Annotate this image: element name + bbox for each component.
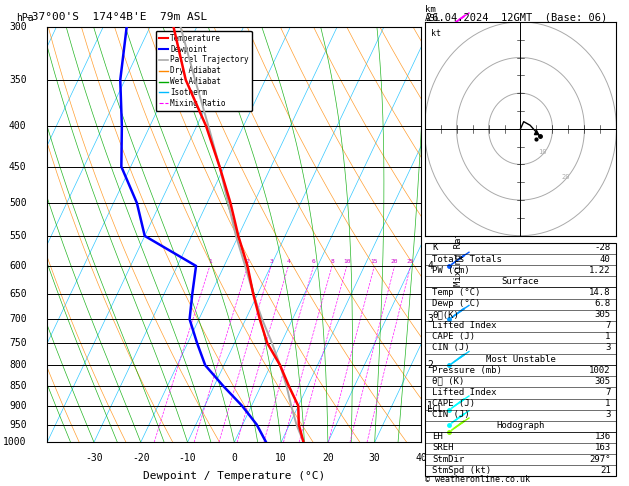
Text: θᴇ(K): θᴇ(K) [432, 310, 459, 319]
Text: 3: 3 [427, 314, 433, 324]
Text: 14.8: 14.8 [589, 288, 611, 297]
Text: Pressure (mb): Pressure (mb) [432, 365, 502, 375]
Text: 25: 25 [407, 259, 415, 264]
Text: 26.04.2024  12GMT  (Base: 06): 26.04.2024 12GMT (Base: 06) [426, 12, 607, 22]
Text: 8: 8 [427, 75, 433, 85]
Text: Surface: Surface [502, 277, 539, 286]
Text: 5: 5 [427, 198, 433, 208]
Text: Most Unstable: Most Unstable [486, 355, 555, 364]
Text: 7: 7 [605, 388, 611, 397]
Text: 350: 350 [9, 75, 26, 85]
Text: 850: 850 [9, 381, 26, 391]
Text: -28: -28 [594, 243, 611, 252]
Text: 3: 3 [605, 410, 611, 419]
Text: 40: 40 [600, 255, 611, 263]
Text: 1.22: 1.22 [589, 266, 611, 275]
Text: K: K [432, 243, 438, 252]
Text: 10: 10 [276, 452, 287, 463]
Text: 297°: 297° [589, 454, 611, 464]
Text: © weatheronline.co.uk: © weatheronline.co.uk [425, 474, 530, 484]
Text: 136: 136 [594, 433, 611, 441]
Text: CIN (J): CIN (J) [432, 410, 470, 419]
Text: 0: 0 [231, 452, 237, 463]
Text: km
ASL: km ASL [425, 5, 442, 22]
Text: 300: 300 [9, 22, 26, 32]
Text: -37°00'S  174°4B'E  79m ASL: -37°00'S 174°4B'E 79m ASL [25, 12, 208, 22]
Text: 6.8: 6.8 [594, 299, 611, 308]
Text: 20: 20 [322, 452, 334, 463]
Text: 6: 6 [427, 162, 433, 172]
Text: -20: -20 [132, 452, 150, 463]
Text: 21: 21 [600, 466, 611, 475]
Text: 3: 3 [269, 259, 273, 264]
Text: CAPE (J): CAPE (J) [432, 332, 476, 341]
Text: -30: -30 [85, 452, 103, 463]
Text: 3: 3 [605, 344, 611, 352]
Text: EH: EH [432, 433, 443, 441]
Text: 7: 7 [605, 321, 611, 330]
Text: 10: 10 [343, 259, 350, 264]
Text: Lifted Index: Lifted Index [432, 388, 497, 397]
Text: 10: 10 [538, 149, 547, 155]
Text: Temp (°C): Temp (°C) [432, 288, 481, 297]
Text: Lifted Index: Lifted Index [432, 321, 497, 330]
Text: 900: 900 [9, 401, 26, 411]
Text: StmDir: StmDir [432, 454, 464, 464]
Text: 305: 305 [594, 310, 611, 319]
Text: 1002: 1002 [589, 365, 611, 375]
Text: 6: 6 [312, 259, 315, 264]
Text: 4: 4 [427, 261, 433, 271]
Text: 600: 600 [9, 261, 26, 271]
Text: Totals Totals: Totals Totals [432, 255, 502, 263]
Text: LCL: LCL [427, 405, 443, 414]
Text: 163: 163 [594, 443, 611, 452]
Text: 1: 1 [605, 332, 611, 341]
Text: Hodograph: Hodograph [496, 421, 545, 430]
Text: 8: 8 [330, 259, 334, 264]
Text: CIN (J): CIN (J) [432, 344, 470, 352]
Text: -10: -10 [179, 452, 196, 463]
Text: 1: 1 [427, 401, 433, 411]
Text: hPa: hPa [16, 13, 33, 22]
Text: 1: 1 [605, 399, 611, 408]
Text: 40: 40 [416, 452, 427, 463]
Text: SREH: SREH [432, 443, 454, 452]
Text: 500: 500 [9, 198, 26, 208]
Text: CAPE (J): CAPE (J) [432, 399, 476, 408]
Legend: Temperature, Dewpoint, Parcel Trajectory, Dry Adiabat, Wet Adiabat, Isotherm, Mi: Temperature, Dewpoint, Parcel Trajectory… [156, 31, 252, 111]
Text: 2: 2 [427, 360, 433, 370]
Text: 750: 750 [9, 338, 26, 348]
Text: 450: 450 [9, 162, 26, 172]
Text: Mixing Ratio (g/kg): Mixing Ratio (g/kg) [454, 183, 464, 286]
Text: 1000: 1000 [3, 437, 26, 447]
Text: Dewpoint / Temperature (°C): Dewpoint / Temperature (°C) [143, 471, 325, 481]
Text: 800: 800 [9, 360, 26, 370]
Text: 700: 700 [9, 314, 26, 324]
Text: 20: 20 [391, 259, 398, 264]
Text: 950: 950 [9, 419, 26, 430]
Text: 4: 4 [286, 259, 290, 264]
Text: 20: 20 [561, 174, 569, 180]
Text: 305: 305 [594, 377, 611, 386]
Text: Dewp (°C): Dewp (°C) [432, 299, 481, 308]
Text: 650: 650 [9, 289, 26, 298]
Text: 550: 550 [9, 231, 26, 241]
Text: 1: 1 [208, 259, 212, 264]
Text: θᴇ (K): θᴇ (K) [432, 377, 464, 386]
Text: PW (cm): PW (cm) [432, 266, 470, 275]
Text: StmSpd (kt): StmSpd (kt) [432, 466, 491, 475]
Text: 400: 400 [9, 121, 26, 131]
Text: 15: 15 [370, 259, 378, 264]
Text: 30: 30 [369, 452, 381, 463]
Text: 7: 7 [427, 121, 433, 131]
Text: kt: kt [431, 29, 441, 38]
Text: 2: 2 [246, 259, 250, 264]
